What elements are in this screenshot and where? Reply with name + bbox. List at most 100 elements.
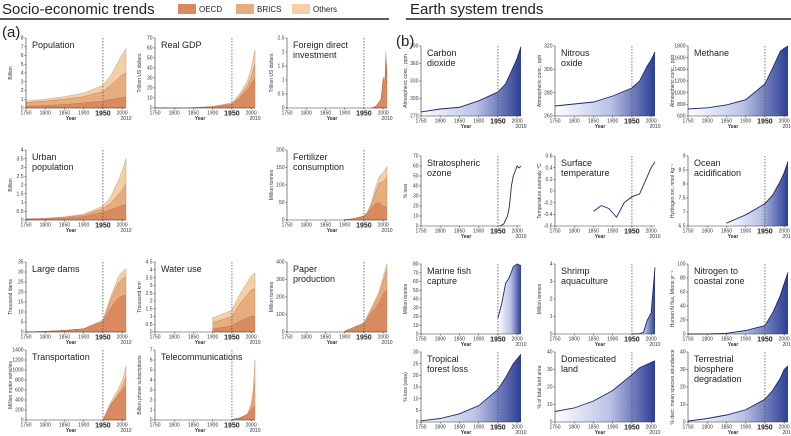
- y-tick-label: 60: [413, 164, 419, 170]
- y-tick-label: 60: [413, 279, 419, 285]
- x-tick-label: 1800: [702, 229, 713, 235]
- y-tick-label: 1400: [12, 348, 23, 354]
- y-tick-label: 20: [680, 318, 686, 324]
- y-tick-label: 0: [150, 106, 153, 112]
- x-tick-label: 1950: [224, 335, 240, 342]
- y-tick-label: 0: [150, 330, 153, 336]
- y-axis-label: Atmospheric conc., ppb: [670, 55, 676, 107]
- y-tick-label: 0: [282, 218, 285, 224]
- x-tick-label-end: 2010: [120, 428, 131, 434]
- chart-title-fertilizer-consumption: consumption: [293, 162, 344, 172]
- series-line-terrestrial-biosphere-degradation: [687, 365, 789, 422]
- chart-title-terrestrial-biosphere-degradation: Terrestrial: [694, 354, 734, 364]
- x-tick-label-end: 2010: [782, 124, 791, 130]
- x-tick-label: 1850: [454, 425, 465, 431]
- x-tick-label: 1850: [588, 119, 599, 125]
- area-fill-carbon-dioxide: [421, 46, 521, 117]
- chart-water-use: 0 0.5 1 1.52 2.5 3 3.5 44.5 Thousand km³ 1750 1800…: [137, 260, 261, 346]
- y-tick-label: 390: [410, 44, 419, 50]
- y-tick-label: 80: [413, 262, 419, 268]
- y-tick-label: 300: [276, 277, 285, 283]
- chart-title-carbon-dioxide: Carbon: [427, 48, 457, 58]
- y-tick-label: 1.5: [278, 64, 285, 70]
- y-tick-label: 40: [680, 350, 686, 356]
- panel-a-label: (a): [2, 24, 20, 41]
- y-tick-label: 2: [150, 398, 153, 404]
- x-tick-label: 2000: [512, 425, 523, 431]
- chart-ocean-acidification: 6.5 7 7.5 8 8.5 9 Hydrogen ion, nmol kg⁻¹ 1750 1…: [670, 154, 791, 240]
- x-tick-label: 1850: [721, 425, 732, 431]
- y-tick-label: 40: [547, 350, 553, 356]
- x-tick-label-end: 2010: [782, 342, 791, 348]
- y-tick-label: 20: [147, 86, 153, 92]
- chart-title-marine-fish-capture: capture: [427, 276, 457, 286]
- x-tick-label: 1850: [59, 335, 70, 341]
- y-tick-label: 0: [550, 189, 553, 195]
- y-axis-label: Billion: [8, 178, 14, 192]
- x-tick-label: 1800: [569, 229, 580, 235]
- y-tick-label: 70: [413, 270, 419, 276]
- y-tick-label: 4: [150, 378, 153, 384]
- y-tick-label: 20: [547, 385, 553, 391]
- x-tick-label: 1900: [740, 119, 751, 125]
- y-tick-label: 10: [18, 310, 24, 316]
- chart-title-urban-population: Urban: [32, 152, 57, 162]
- y-tick-label: 3.5: [146, 275, 153, 281]
- y-tick-label: 0.4: [546, 165, 553, 171]
- y-tick-label: 300: [544, 67, 553, 73]
- chart-title-paper-production: production: [293, 274, 335, 284]
- y-tick-label: 5: [21, 320, 24, 326]
- x-tick-label: 1850: [454, 229, 465, 235]
- y-tick-label: 9: [683, 154, 686, 160]
- x-tick-label-end: 2010: [515, 430, 526, 436]
- chart-title-foreign-direct-investment: Foreign direct: [293, 40, 349, 50]
- y-tick-label: 10: [680, 402, 686, 408]
- x-tick-label: 1950: [490, 119, 506, 126]
- chart-title-nitrous-oxide: Nitrous: [561, 48, 590, 58]
- x-tick-label: 1950: [490, 425, 506, 432]
- x-tick-label: 1950: [224, 111, 240, 118]
- x-axis-label: Year: [195, 340, 206, 346]
- y-tick-label: 40: [413, 184, 419, 190]
- x-tick-label: 1850: [721, 119, 732, 125]
- x-tick-label: 1900: [78, 335, 89, 341]
- y-tick-label: 10: [413, 396, 419, 402]
- x-axis-label: Year: [195, 116, 206, 122]
- x-tick-label: 1800: [569, 337, 580, 343]
- x-tick-label-end: 2010: [515, 342, 526, 348]
- y-axis-label: Billion phone subscriptions: [137, 355, 143, 415]
- x-tick-label: 1900: [740, 337, 751, 343]
- y-tick-label: 30: [18, 270, 24, 276]
- y-tick-label: 0: [21, 106, 24, 112]
- y-axis-label: Million motor vehicles: [8, 361, 14, 409]
- area-others-fertilizer-consumption: [344, 165, 388, 220]
- y-tick-label: 30: [147, 76, 153, 82]
- x-axis-label: Year: [595, 234, 606, 240]
- y-tick-label: 2.5: [278, 36, 285, 42]
- x-tick-label: 2000: [117, 111, 128, 117]
- y-tick-label: 330: [410, 79, 419, 85]
- x-tick-label: 1850: [320, 111, 331, 117]
- chart-title-methane: Methane: [694, 48, 729, 58]
- x-tick-label: 1850: [188, 111, 199, 117]
- chart-paper-production: 0 100 200 300 400 Million tonnes 1750 1800 1850 1…: [269, 260, 393, 346]
- x-tick-label: 1750: [149, 335, 160, 341]
- y-tick-label: 2.5: [17, 174, 24, 180]
- x-tick-label: 1800: [702, 425, 713, 431]
- x-axis-label: Year: [327, 116, 338, 122]
- x-tick-label: 1800: [169, 111, 180, 117]
- area-others-foreign-direct-investment: [371, 51, 388, 109]
- legend-label-brics: BRICS: [257, 5, 281, 14]
- x-tick-label: 2000: [378, 111, 389, 117]
- y-tick-label: 360: [410, 61, 419, 67]
- y-tick-label: 15: [18, 300, 24, 306]
- y-tick-label: 1.5: [17, 191, 24, 197]
- chart-title-population: Population: [32, 40, 75, 50]
- y-tick-label: 1000: [674, 90, 685, 96]
- y-tick-label: -0.6: [544, 224, 553, 230]
- x-tick-label: 1800: [569, 119, 580, 125]
- chart-title-surface-temperature: temperature: [561, 168, 610, 178]
